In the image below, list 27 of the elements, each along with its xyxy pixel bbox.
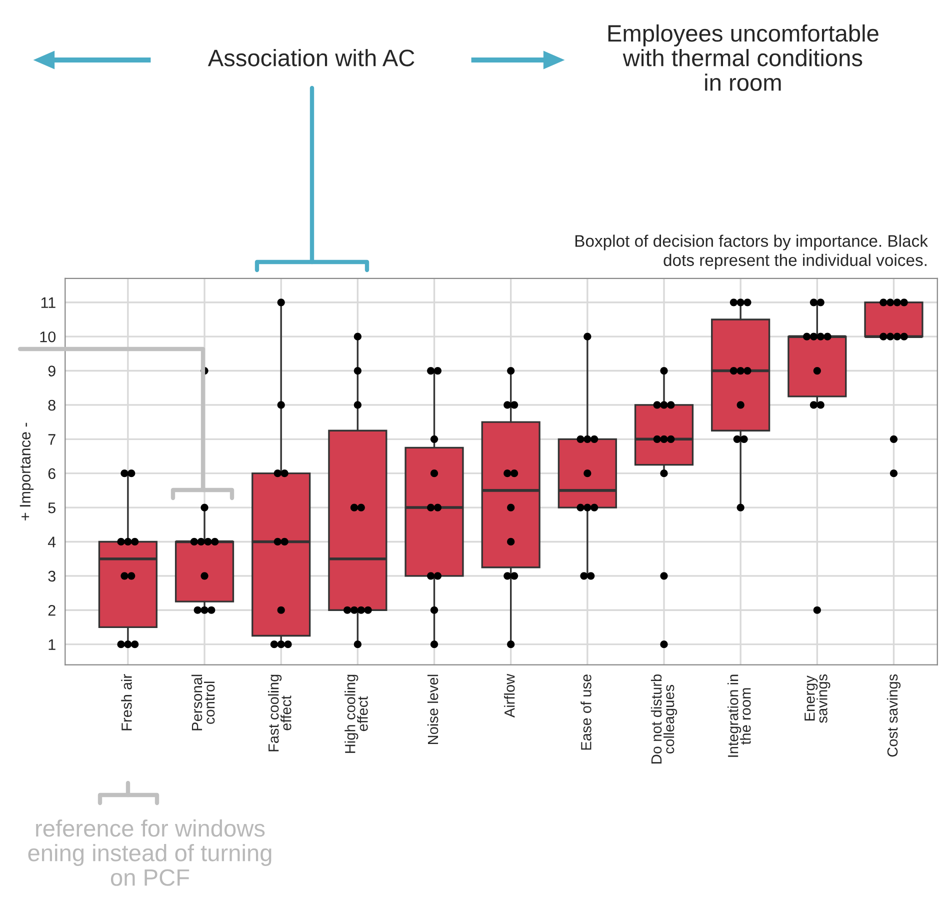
x-tick-label: High cooling effect xyxy=(344,674,368,753)
y-tick-label: 7 xyxy=(48,434,56,445)
y-tick-label: 10 xyxy=(40,331,56,342)
y-tick-label: 2 xyxy=(48,604,56,616)
x-tick-label: Fast cooling effect xyxy=(268,674,292,752)
x-tick-label: Integration in the room xyxy=(728,674,751,757)
y-tick-label: 3 xyxy=(48,570,56,582)
x-tick-label: Noise level xyxy=(427,674,438,744)
text: Association with AC xyxy=(208,48,414,66)
x-tick-label: Cost savings xyxy=(886,674,901,757)
y-tick-label: 8 xyxy=(48,400,56,411)
y-axis-title: + Importance - xyxy=(20,422,34,520)
x-tick-label: Energy savings xyxy=(804,674,830,723)
x-tick-label: Ease of use xyxy=(580,674,592,750)
y-tick-label: 5 xyxy=(48,502,56,514)
x-tick-label: Do not disturb colleagues xyxy=(650,674,678,764)
chart-title: Boxplot of decision factors by importance. Black dots represent the individual voices. xyxy=(575,234,928,270)
x-tick-label: Personal control xyxy=(191,674,215,730)
y-tick-label: 1 xyxy=(48,639,56,650)
x-tick-label: Fresh air xyxy=(121,674,132,730)
y-tick-label: 9 xyxy=(48,366,56,376)
text: reference for windows ening instead of turning on PCF xyxy=(28,819,272,886)
text: Employees uncomfortable with thermal conditions in room xyxy=(608,24,878,91)
x-tick-label: Airflow xyxy=(504,674,515,718)
y-tick-label: 4 xyxy=(48,536,56,548)
y-tick-label: 6 xyxy=(48,468,56,480)
y-tick-label: 11 xyxy=(41,297,56,308)
